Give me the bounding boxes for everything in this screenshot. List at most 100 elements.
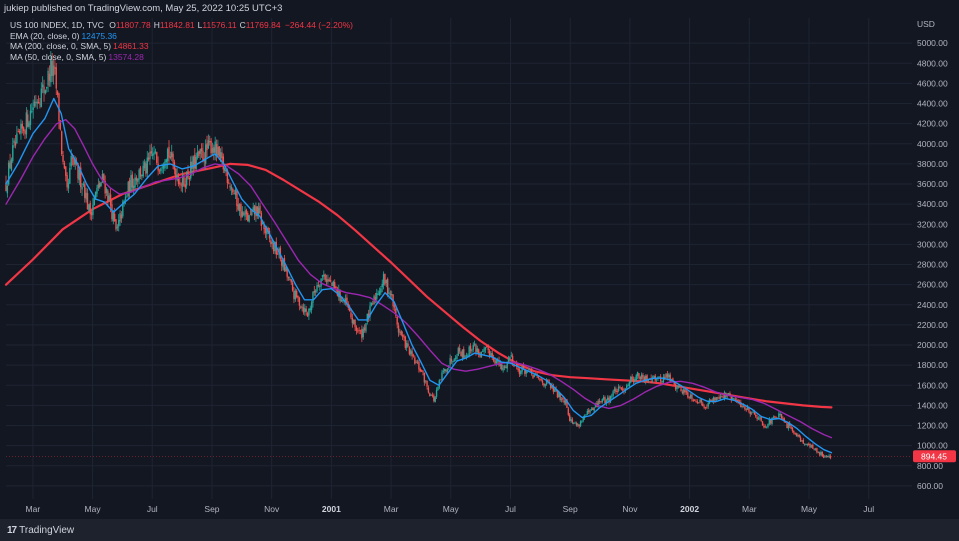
candle-body bbox=[476, 348, 479, 353]
candle-body bbox=[240, 204, 242, 218]
candle-body bbox=[13, 140, 15, 143]
candle-body bbox=[124, 196, 127, 201]
candle-body bbox=[206, 143, 208, 151]
candle-body bbox=[309, 308, 311, 311]
candle-body bbox=[358, 329, 360, 331]
candle-body bbox=[479, 353, 481, 357]
candle-body bbox=[400, 331, 402, 335]
candle-body bbox=[135, 177, 138, 181]
candle-body bbox=[310, 302, 313, 310]
candle-body bbox=[77, 163, 79, 179]
candle-body bbox=[113, 213, 116, 222]
candle-body bbox=[607, 397, 609, 401]
price-tick-label: 1000.00 bbox=[917, 441, 948, 451]
time-tick-label: Jul bbox=[863, 504, 874, 514]
candle-body bbox=[412, 355, 415, 357]
candle-body bbox=[749, 411, 752, 415]
candle-body bbox=[210, 140, 212, 154]
legend-indicator-row[interactable]: MA (200, close, 0, SMA, 5) 14861.33 bbox=[10, 41, 353, 52]
candle-body bbox=[490, 353, 492, 357]
candle-body bbox=[70, 155, 72, 167]
candle-body bbox=[665, 373, 667, 378]
candle-body bbox=[570, 419, 572, 422]
candle-body bbox=[449, 358, 451, 365]
candle-body bbox=[302, 307, 305, 313]
candle-body bbox=[259, 205, 261, 214]
candle-body bbox=[653, 376, 655, 379]
candle-body bbox=[385, 280, 388, 284]
candle-body bbox=[620, 387, 622, 390]
candle-body bbox=[248, 215, 250, 222]
price-tick-label: 4800.00 bbox=[917, 58, 948, 68]
candle-body bbox=[21, 123, 23, 129]
candle-body bbox=[408, 347, 411, 355]
candle-body bbox=[416, 361, 419, 363]
candle-body bbox=[721, 395, 723, 397]
candle-body bbox=[176, 175, 178, 180]
candle-body bbox=[564, 400, 567, 404]
candle-body bbox=[195, 156, 197, 170]
candle-body bbox=[702, 403, 704, 407]
candle-body bbox=[219, 152, 222, 159]
candle-body bbox=[420, 370, 423, 372]
legend-indicator-row[interactable]: EMA (20, close, 0) 12475.36 bbox=[10, 31, 353, 42]
candle-body bbox=[327, 278, 329, 283]
candle-body bbox=[427, 387, 430, 393]
candle-body bbox=[130, 175, 132, 191]
candle-body bbox=[236, 190, 238, 207]
candle-body bbox=[787, 423, 790, 429]
candle-body bbox=[381, 283, 383, 288]
candle-body bbox=[733, 398, 735, 400]
candle-body bbox=[344, 298, 347, 302]
candle-body bbox=[552, 385, 555, 392]
candle-body bbox=[298, 297, 301, 306]
candle-body bbox=[25, 112, 28, 135]
candle-body bbox=[33, 101, 36, 107]
candle-body bbox=[577, 424, 579, 426]
candle-body bbox=[376, 292, 378, 299]
candle-body bbox=[752, 411, 754, 413]
candle-body bbox=[784, 421, 787, 423]
candle-body bbox=[198, 151, 200, 157]
candle-body bbox=[768, 419, 771, 425]
candle-body bbox=[494, 360, 496, 364]
time-tick-label: 2002 bbox=[680, 504, 699, 514]
candle-body bbox=[181, 175, 184, 187]
candle-body bbox=[452, 361, 454, 363]
price-axis[interactable]: 5000.00 4800.00 4600.00 4400.00 4200.00 4000.… bbox=[6, 0, 959, 519]
candle-body bbox=[562, 397, 564, 400]
candle-body bbox=[763, 425, 765, 428]
legend-indicator-row[interactable]: MA (50, close, 0, SMA, 5) 13574.28 bbox=[10, 52, 353, 63]
tradingview-brand[interactable]: 17 TradingView bbox=[7, 525, 74, 536]
time-tick-label: Mar bbox=[26, 504, 41, 514]
candle-body bbox=[108, 195, 110, 200]
candle-body bbox=[90, 212, 93, 216]
candle-body bbox=[498, 360, 500, 366]
candle-body bbox=[507, 358, 510, 362]
legend-h-key: H bbox=[153, 20, 160, 30]
candle-body bbox=[640, 374, 643, 380]
candle-body bbox=[370, 302, 373, 306]
candle-body bbox=[342, 300, 344, 302]
candle-body bbox=[602, 397, 605, 400]
candle-body bbox=[524, 369, 526, 374]
candle-body bbox=[635, 375, 637, 381]
legend-indicator-label: MA (200, close, 0, SMA, 5) bbox=[10, 41, 112, 51]
legend-c-key: C bbox=[239, 20, 246, 30]
time-tick-label: 2001 bbox=[322, 504, 341, 514]
candle-body bbox=[247, 213, 249, 221]
candle-body bbox=[578, 424, 580, 427]
candle-body bbox=[442, 370, 445, 372]
time-axis[interactable]: Mar May Jul Sep Nov 2001 Mar May Jul Sep Nov 2002 Ma… bbox=[26, 504, 875, 514]
candle-body bbox=[232, 188, 234, 193]
candle-body bbox=[465, 355, 468, 357]
candle-body bbox=[594, 403, 597, 407]
candle-body bbox=[589, 409, 591, 413]
candle-body bbox=[711, 399, 713, 401]
legend-symbol[interactable]: US 100 INDEX, 1D, TVC bbox=[10, 20, 104, 30]
candle-body bbox=[78, 169, 81, 181]
candle-body bbox=[634, 379, 636, 382]
legend-indicator-label: EMA (20, close, 0) bbox=[10, 30, 80, 41]
time-tick-label: Sep bbox=[204, 504, 219, 514]
